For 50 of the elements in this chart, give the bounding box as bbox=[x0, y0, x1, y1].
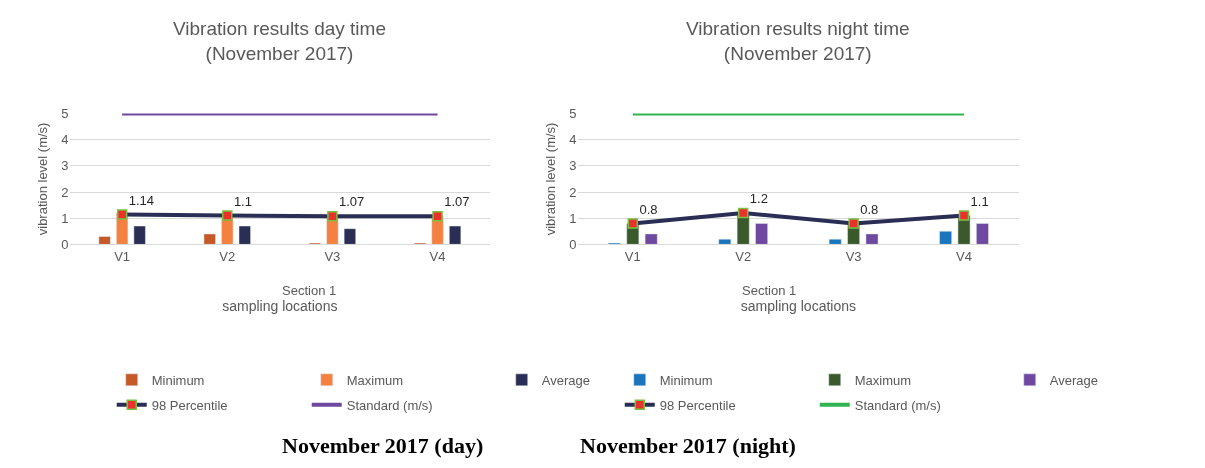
y-tick-label: 3 bbox=[61, 158, 69, 174]
y-tick-label: 4 bbox=[569, 132, 577, 148]
chart-subtitle: (November 2017) bbox=[723, 42, 872, 64]
legend-label: 98 Percentile bbox=[659, 397, 736, 413]
x-tick-label: V4 bbox=[429, 248, 446, 264]
data-label: 0.8 bbox=[639, 201, 658, 217]
y-tick-label: 2 bbox=[61, 184, 69, 200]
x-tick-label: V1 bbox=[624, 248, 641, 264]
chart-title: Vibration results day time bbox=[173, 18, 386, 39]
text: November 2017 (day) bbox=[282, 433, 484, 458]
x-tick-label: V2 bbox=[219, 248, 236, 264]
y-tick-label: 0 bbox=[61, 236, 69, 252]
data-label: 1.14 bbox=[128, 192, 155, 208]
y-tick-label: 3 bbox=[569, 158, 577, 174]
y-tick-label: 4 bbox=[61, 132, 69, 148]
y-axis-title: vibration level (m/s) bbox=[543, 122, 559, 236]
chart-title: Vibration results night time bbox=[686, 18, 910, 39]
legend-label: Standard (m/s) bbox=[854, 397, 941, 413]
x-tick-label: V4 bbox=[956, 248, 972, 264]
y-tick-label: 1 bbox=[569, 210, 577, 226]
y-tick-label: 0 bbox=[569, 236, 577, 252]
y-tick-label: 2 bbox=[569, 184, 577, 200]
legend-label: Minimum bbox=[659, 372, 713, 388]
legend-label: Average bbox=[1049, 372, 1098, 388]
chart-subtitle: (November 2017) bbox=[205, 42, 354, 64]
legend-label: Maximum bbox=[854, 372, 912, 388]
legend-label: Minimum bbox=[151, 372, 205, 388]
legend-label: Standard (m/s) bbox=[346, 397, 433, 413]
x-tick-label: V1 bbox=[114, 248, 131, 264]
data-label: 1.2 bbox=[749, 191, 768, 207]
y-tick-label: 1 bbox=[61, 210, 69, 226]
data-label: 1.1 bbox=[970, 193, 989, 209]
data-label: 0.8 bbox=[860, 201, 879, 217]
x-tick-label: V3 bbox=[324, 248, 341, 264]
y-tick-label: 5 bbox=[569, 106, 577, 122]
legend-label: 98 Percentile bbox=[151, 397, 228, 413]
text: November 2017 (night) bbox=[580, 433, 796, 458]
x-axis-title: sampling locations bbox=[222, 298, 338, 315]
data-label: 1.07 bbox=[339, 194, 365, 210]
text: Section 1 bbox=[742, 283, 797, 298]
legend-label: Maximum bbox=[346, 372, 404, 388]
y-tick-label: 5 bbox=[61, 106, 69, 122]
data-label: 1.1 bbox=[233, 193, 252, 209]
y-axis-title: vibration level (m/s) bbox=[35, 122, 51, 236]
legend-label: Average bbox=[541, 372, 590, 388]
text: Section 1 bbox=[282, 283, 337, 298]
data-label: 1.07 bbox=[444, 194, 470, 210]
x-tick-label: V3 bbox=[845, 248, 862, 264]
x-tick-label: V2 bbox=[735, 248, 752, 264]
x-axis-title: sampling locations bbox=[740, 298, 856, 315]
